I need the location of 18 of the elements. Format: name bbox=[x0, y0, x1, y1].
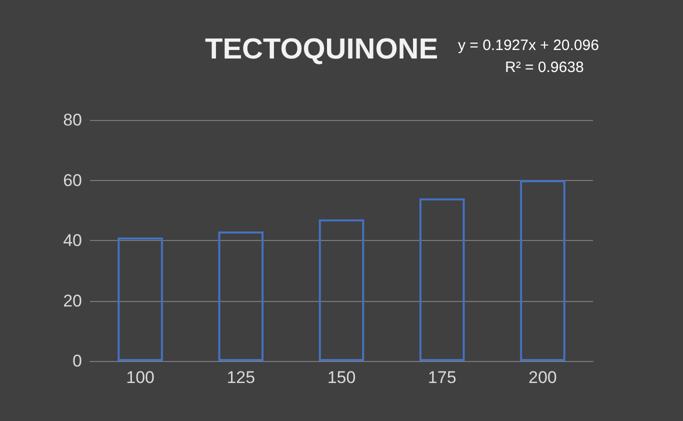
bar bbox=[520, 180, 566, 361]
y-tick-label: 80 bbox=[63, 110, 82, 130]
x-tick-label: 100 bbox=[126, 368, 154, 387]
x-tick-label: 200 bbox=[528, 368, 557, 387]
y-tick-label: 60 bbox=[63, 170, 82, 190]
bar bbox=[419, 198, 465, 361]
bar bbox=[318, 219, 364, 361]
x-tick-label: 125 bbox=[226, 368, 256, 387]
x-tick-label: 150 bbox=[327, 368, 356, 387]
x-tick-label: 175 bbox=[428, 368, 456, 387]
text: y = 0.1927x + 20.096 bbox=[458, 37, 599, 54]
bar bbox=[118, 237, 163, 361]
y-tick-label: 20 bbox=[63, 291, 82, 310]
bar bbox=[218, 231, 264, 361]
y-tick-label: 0 bbox=[72, 352, 82, 370]
text: R² = 0.9638 bbox=[505, 59, 584, 76]
y-tick-label: 40 bbox=[63, 231, 82, 250]
chart-title: TECTOQUINONE bbox=[205, 34, 438, 66]
